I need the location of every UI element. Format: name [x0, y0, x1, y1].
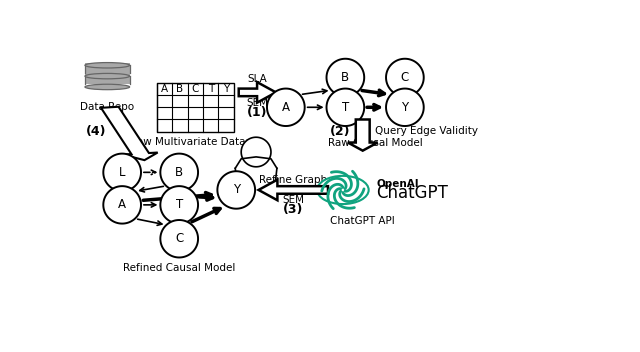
- Text: Y: Y: [233, 183, 240, 196]
- Text: C: C: [191, 84, 199, 94]
- Text: Data Repo: Data Repo: [80, 102, 134, 112]
- Text: Query Edge Validity: Query Edge Validity: [375, 126, 478, 136]
- Polygon shape: [241, 137, 271, 167]
- Polygon shape: [161, 153, 198, 191]
- Polygon shape: [326, 89, 364, 126]
- Text: T: T: [342, 101, 349, 114]
- Text: C: C: [175, 232, 183, 245]
- Text: T: T: [175, 199, 183, 211]
- Text: SLA: SLA: [248, 74, 267, 84]
- Bar: [85, 63, 130, 74]
- Text: Refine Graph: Refine Graph: [259, 175, 327, 185]
- Text: (1): (1): [247, 106, 268, 119]
- Text: Raw Multivariate Dataset: Raw Multivariate Dataset: [129, 137, 261, 146]
- Text: SEM: SEM: [282, 195, 304, 205]
- Text: OpenAI: OpenAI: [376, 179, 419, 189]
- Text: Y: Y: [401, 101, 408, 114]
- Text: A: A: [118, 199, 126, 211]
- Circle shape: [317, 176, 369, 204]
- Text: A: A: [282, 101, 290, 114]
- Text: (2): (2): [330, 125, 350, 138]
- Text: ChatGPT API: ChatGPT API: [330, 216, 395, 226]
- Text: L: L: [119, 166, 125, 179]
- Text: (3): (3): [283, 203, 303, 216]
- Text: Refined Causal Model: Refined Causal Model: [123, 263, 236, 273]
- Polygon shape: [218, 171, 255, 209]
- Polygon shape: [161, 186, 198, 224]
- Text: ChatGPT: ChatGPT: [376, 184, 448, 202]
- Ellipse shape: [85, 63, 130, 68]
- Polygon shape: [348, 119, 378, 151]
- Polygon shape: [259, 180, 328, 200]
- Bar: [85, 74, 130, 84]
- Polygon shape: [103, 186, 141, 224]
- Ellipse shape: [85, 74, 130, 79]
- Text: SEM: SEM: [246, 98, 268, 108]
- Polygon shape: [103, 153, 141, 191]
- Text: B: B: [341, 71, 349, 84]
- Polygon shape: [161, 220, 198, 257]
- Text: B: B: [177, 84, 184, 94]
- Text: B: B: [175, 166, 183, 179]
- Bar: [157, 83, 234, 132]
- Text: A: A: [161, 84, 168, 94]
- Ellipse shape: [85, 84, 130, 90]
- Text: C: C: [401, 71, 409, 84]
- Polygon shape: [386, 59, 424, 96]
- Text: T: T: [207, 84, 214, 94]
- Polygon shape: [239, 82, 276, 103]
- Polygon shape: [101, 107, 157, 160]
- Text: (4): (4): [86, 125, 106, 138]
- Text: Raw Causal Model: Raw Causal Model: [328, 138, 422, 149]
- Polygon shape: [326, 59, 364, 96]
- Polygon shape: [386, 89, 424, 126]
- Text: Y: Y: [223, 84, 229, 94]
- Polygon shape: [267, 89, 305, 126]
